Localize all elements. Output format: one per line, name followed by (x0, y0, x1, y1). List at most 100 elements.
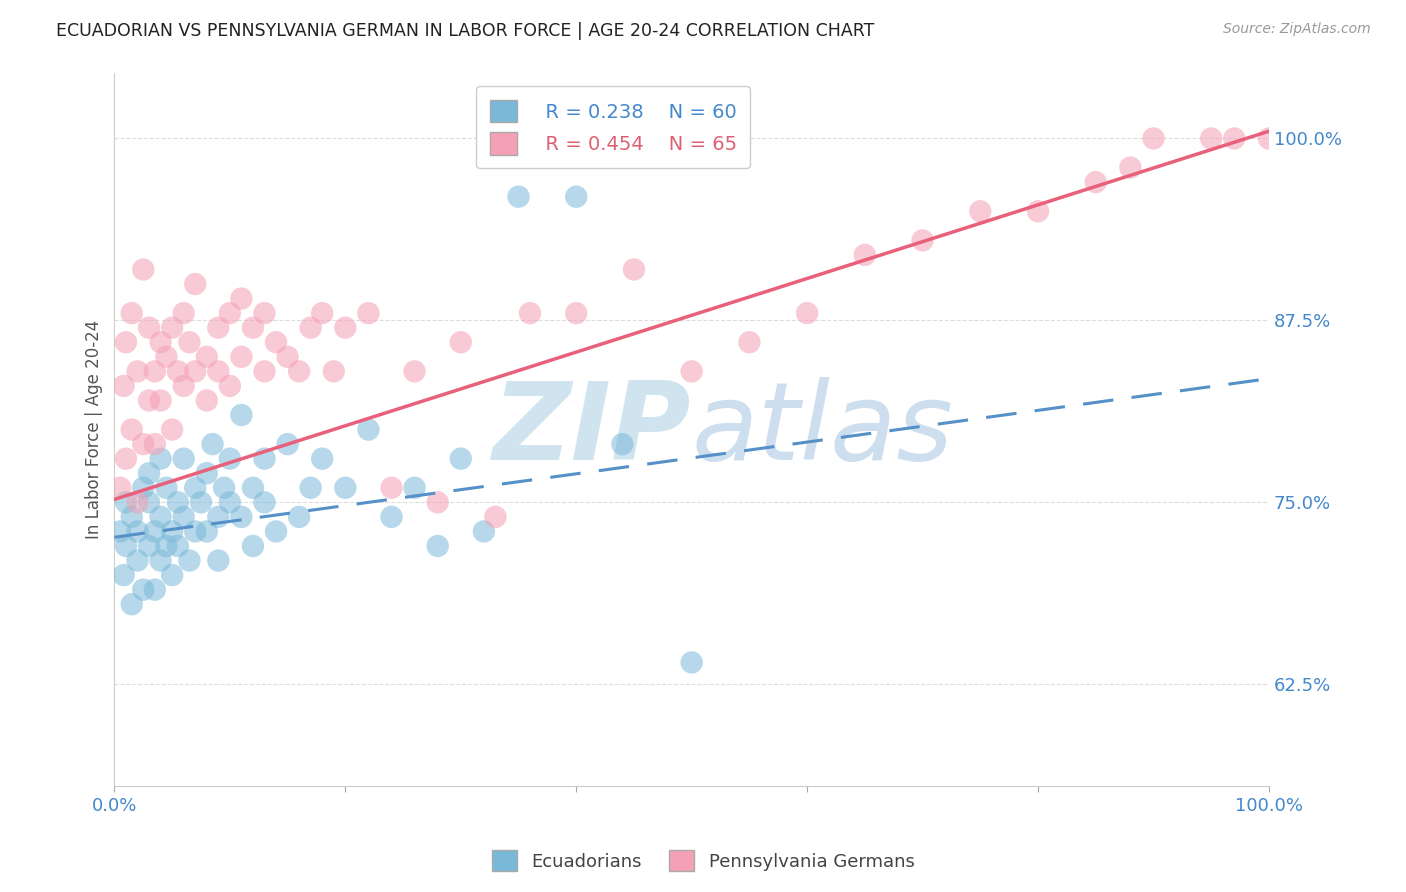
Point (253, 306, 276, 320)
Point (253, 451, 276, 466)
Point (565, 190, 588, 204)
Point (115, 495, 138, 509)
Point (508, 190, 530, 204)
Point (127, 553, 149, 567)
Point (218, 451, 240, 466)
Point (115, 335, 138, 350)
Text: ECUADORIAN VS PENNSYLVANIA GERMAN IN LABOR FORCE | AGE 20-24 CORRELATION CHART: ECUADORIAN VS PENNSYLVANIA GERMAN IN LAB… (56, 22, 875, 40)
Point (207, 553, 229, 567)
Point (264, 335, 287, 350)
Point (149, 509, 172, 524)
Point (138, 467, 160, 481)
Point (155, 481, 177, 495)
Point (149, 553, 172, 567)
Point (132, 481, 155, 495)
Point (173, 509, 195, 524)
Point (160, 524, 183, 539)
Text: ZIP: ZIP (494, 376, 692, 483)
Point (1084, 175, 1107, 189)
Point (426, 495, 449, 509)
Point (969, 204, 991, 219)
Legend: Ecuadorians, Pennsylvania Germans: Ecuadorians, Pennsylvania Germans (484, 843, 922, 879)
Point (132, 262, 155, 277)
Point (201, 437, 224, 451)
Point (155, 539, 177, 553)
Point (311, 451, 333, 466)
Point (681, 656, 703, 670)
Point (195, 350, 218, 364)
Point (155, 350, 177, 364)
Text: atlas: atlas (692, 377, 953, 482)
Point (195, 467, 218, 481)
Point (380, 481, 402, 495)
Point (108, 481, 131, 495)
Point (149, 335, 172, 350)
Point (404, 481, 426, 495)
Point (519, 306, 541, 320)
Point (138, 393, 160, 408)
Point (335, 320, 357, 334)
Point (738, 335, 761, 350)
Point (231, 292, 253, 306)
Point (565, 306, 588, 320)
Point (357, 423, 380, 437)
Point (149, 393, 172, 408)
Point (218, 379, 240, 393)
Point (173, 306, 195, 320)
Point (121, 509, 143, 524)
Point (231, 350, 253, 364)
Point (231, 408, 253, 422)
Point (796, 306, 818, 320)
Point (253, 495, 276, 509)
Point (132, 582, 155, 597)
Point (242, 481, 264, 495)
Point (253, 364, 276, 378)
Point (167, 539, 190, 553)
Point (184, 364, 207, 378)
Point (853, 248, 876, 262)
Point (681, 364, 703, 378)
Point (450, 335, 472, 350)
Point (127, 524, 149, 539)
Point (115, 451, 138, 466)
Point (623, 262, 645, 277)
Point (218, 495, 240, 509)
Point (184, 481, 207, 495)
Point (277, 350, 299, 364)
Point (143, 524, 166, 539)
Point (911, 233, 934, 247)
Point (357, 306, 380, 320)
Point (138, 539, 160, 553)
Point (143, 437, 166, 451)
Point (212, 481, 235, 495)
Point (149, 451, 172, 466)
Point (160, 423, 183, 437)
Point (195, 393, 218, 408)
Y-axis label: In Labor Force | Age 20-24: In Labor Force | Age 20-24 (86, 320, 103, 539)
Point (190, 495, 212, 509)
Point (173, 451, 195, 466)
Point (1142, 131, 1164, 145)
Point (112, 379, 135, 393)
Point (1119, 161, 1142, 175)
Point (127, 495, 149, 509)
Point (167, 364, 190, 378)
Point (160, 320, 183, 334)
Point (1223, 131, 1246, 145)
Point (115, 539, 138, 553)
Point (121, 597, 143, 611)
Point (138, 320, 160, 334)
Point (121, 423, 143, 437)
Point (1258, 131, 1281, 145)
Point (173, 379, 195, 393)
Point (108, 524, 131, 539)
Point (299, 481, 322, 495)
Point (231, 509, 253, 524)
Point (322, 364, 344, 378)
Point (207, 509, 229, 524)
Point (195, 524, 218, 539)
Point (127, 364, 149, 378)
Point (472, 524, 495, 539)
Point (264, 524, 287, 539)
Point (450, 451, 472, 466)
